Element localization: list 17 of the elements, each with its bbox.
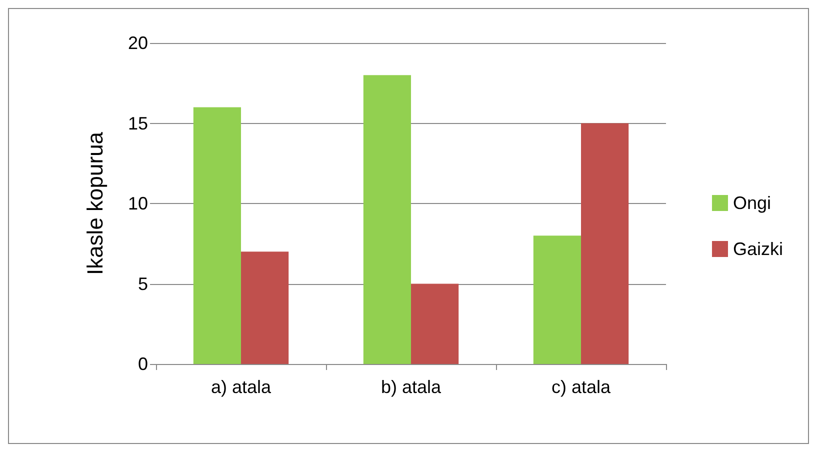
bar [241,252,289,364]
x-tick-label: a) atala [210,377,272,397]
bar [411,284,459,364]
y-tick-label: 20 [128,33,148,53]
y-axis-title: Ikasle kopurua [82,131,108,276]
x-tick-label: b) atala [380,377,442,397]
bar [193,107,241,364]
x-tick-label: c) atala [551,377,612,397]
y-tick-label: 0 [138,354,148,374]
y-tick-label: 15 [128,113,148,134]
y-tick-label: 5 [138,274,148,294]
bar [581,123,629,364]
y-tick-label: 10 [128,194,148,214]
legend-label: Gaizki [732,239,784,259]
bar [363,75,411,364]
legend-label: Ongi [732,193,772,213]
bar [533,236,581,364]
